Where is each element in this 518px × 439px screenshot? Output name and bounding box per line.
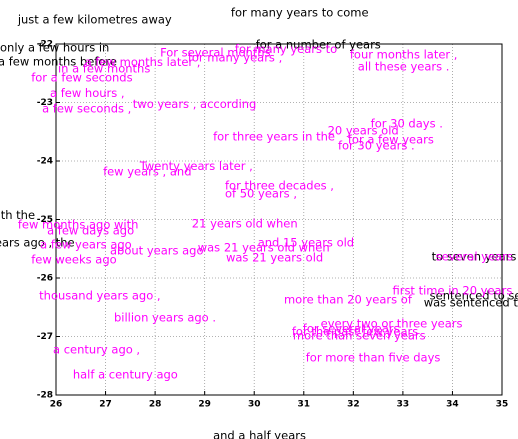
- point-label: a few days ago: [47, 224, 134, 238]
- point-label: several years: [436, 249, 513, 263]
- x-tick-label: 34: [446, 400, 459, 410]
- point-label: in a few months: [58, 62, 150, 76]
- point-label: billion years ago .: [114, 310, 216, 324]
- point-label: was sentenced to: [424, 296, 518, 310]
- y-tick-label: -28: [37, 391, 53, 401]
- point-label: for three years in the: [213, 130, 335, 144]
- y-tick-label: -24: [37, 157, 53, 167]
- point-label: a few months later ,: [85, 55, 201, 69]
- x-tick-label: 32: [347, 400, 360, 410]
- point-label: first time in 20 years: [392, 283, 512, 297]
- point-label: 21 years old when: [192, 217, 298, 231]
- point-label: for a number of years: [256, 38, 381, 52]
- point-label: for a few seconds: [31, 70, 132, 84]
- point-label: and 15 years old: [258, 235, 354, 249]
- point-label: for 30 years .: [338, 138, 415, 152]
- point-label: for several years: [303, 321, 400, 335]
- point-label: all these years .: [358, 59, 450, 73]
- point-label: sentenced to seven: [430, 289, 518, 303]
- x-tick-label: 27: [99, 400, 112, 410]
- point-label: for more than five days: [306, 351, 441, 365]
- point-label: for many years ,: [188, 51, 282, 65]
- y-tick-label: -27: [37, 332, 53, 342]
- point-label: with the: [0, 208, 35, 222]
- plot-frame: [55, 43, 503, 396]
- point-label: half a century ago: [73, 368, 178, 382]
- y-tick-label: -25: [37, 215, 53, 225]
- y-tick-label: -22: [37, 40, 53, 50]
- point-label: few years , and: [103, 165, 191, 179]
- point-label: thousand years ago ,: [39, 289, 160, 303]
- y-tick-label: -23: [37, 98, 53, 108]
- point-label: four months later ,: [350, 48, 458, 62]
- point-label: years ago , the: [0, 235, 75, 249]
- point-label: a few years ago: [40, 238, 132, 252]
- point-label: few months ago with: [18, 217, 139, 231]
- point-label: for a few years: [348, 132, 434, 146]
- point-label: for many years to come: [231, 5, 369, 19]
- point-label: a century ago ,: [53, 342, 140, 356]
- point-label: about years ago: [110, 244, 204, 258]
- point-label: a few seconds ,: [42, 101, 131, 115]
- point-label: for three decades ,: [225, 179, 334, 193]
- x-tick-label: 33: [397, 400, 410, 410]
- point-label: was 21 years old when: [198, 241, 330, 255]
- point-label: few weeks ago: [31, 252, 116, 266]
- x-tick-label: 28: [149, 400, 162, 410]
- point-label: of 50 years ,: [225, 186, 297, 200]
- point-label: only a few hours in: [0, 41, 109, 55]
- point-label: a few hours ,: [50, 86, 125, 100]
- point-label: for the past few years: [292, 324, 418, 338]
- point-label: more than 20 years of: [284, 293, 413, 307]
- x-tick-label: 31: [298, 400, 311, 410]
- point-label: and a half years: [213, 428, 306, 439]
- point-label: was 21 years old: [226, 251, 323, 265]
- x-tick-label: 35: [496, 400, 509, 410]
- point-label: every two or three years: [321, 317, 463, 331]
- x-tick-label: 26: [50, 400, 63, 410]
- point-label: For several months: [160, 45, 271, 59]
- point-label: for 30 days .: [371, 117, 443, 131]
- point-label: for many years to: [235, 42, 337, 56]
- point-label: more than seven years: [293, 328, 426, 342]
- point-label: a few months before: [0, 55, 117, 69]
- point-label: Twenty years later ,: [139, 159, 253, 173]
- point-label: two years , according: [133, 97, 257, 111]
- point-label: 20 years old: [328, 124, 399, 138]
- y-tick-label: -26: [37, 274, 53, 284]
- x-tick-label: 30: [248, 400, 261, 410]
- point-label: to seven years in: [432, 249, 518, 263]
- x-tick-label: 29: [198, 400, 211, 410]
- point-label: just a few kilometres away: [17, 13, 172, 27]
